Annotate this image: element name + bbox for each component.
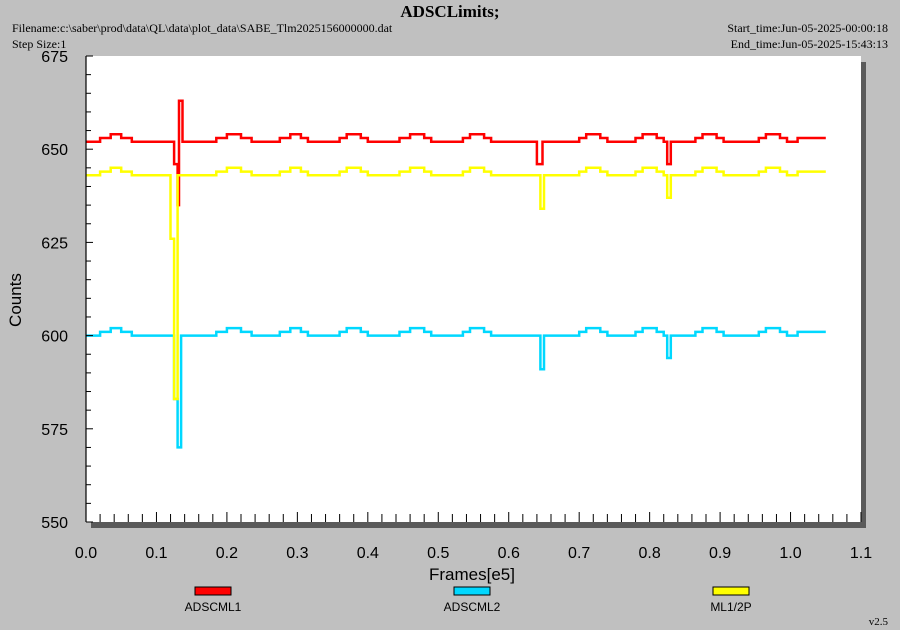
- legend-label: ML1/2P: [710, 600, 751, 614]
- start-time-label: Start_time:Jun-05-2025-00:00:18: [727, 21, 888, 35]
- x-tick-label: 0.3: [286, 545, 308, 562]
- x-tick-label: 0.7: [568, 545, 590, 562]
- x-tick-label: 0.2: [216, 545, 238, 562]
- x-tick-label: 0.9: [709, 545, 731, 562]
- y-tick-label: 550: [41, 515, 68, 532]
- legend-swatch: [712, 586, 750, 596]
- axis-layer: 550 575 600 625 650 675 0.0 0.1 0.2 0.3 0.4 0.5 0.6 0…: [41, 49, 872, 562]
- legend-swatch: [453, 586, 491, 596]
- x-tick-label: 0.0: [75, 545, 97, 562]
- y-axis-title: Counts: [6, 273, 25, 327]
- legend-label: ADSCML1: [185, 600, 242, 614]
- legend: ADSCML1 ADSCML2 ML1/2P: [185, 586, 752, 614]
- series-line-3: [86, 166, 826, 401]
- x-tick-label: 1.0: [779, 545, 801, 562]
- legend-swatch: [194, 586, 232, 596]
- x-tick-label: 0.5: [427, 545, 449, 562]
- series-layer: [86, 99, 826, 449]
- y-tick-label: 675: [41, 49, 68, 66]
- end-time-label: End_time:Jun-05-2025-15:43:13: [730, 37, 888, 51]
- step-size-label: Step Size:1: [12, 37, 67, 51]
- x-tick-label: 0.6: [498, 545, 520, 562]
- series-line-1: [86, 99, 826, 207]
- filename-label: Filename:c:\saber\prod\data\QL\data\plot…: [12, 21, 393, 35]
- legend-label: ADSCML2: [444, 600, 501, 614]
- version-label: v2.5: [868, 616, 888, 628]
- x-tick-label: 0.4: [357, 545, 379, 562]
- y-tick-label: 575: [41, 422, 68, 439]
- chart-title: ADSCLimits;: [400, 2, 500, 21]
- x-tick-label: 0.1: [145, 545, 167, 562]
- y-tick-label: 650: [41, 142, 68, 159]
- series-line-2: [86, 326, 826, 449]
- x-tick-label: 0.8: [639, 545, 661, 562]
- x-axis-title: Frames[e5]: [429, 565, 515, 584]
- x-tick-label: 1.1: [850, 545, 872, 562]
- y-tick-label: 625: [41, 235, 68, 252]
- plot-area: [86, 56, 861, 522]
- y-tick-label: 600: [41, 329, 68, 346]
